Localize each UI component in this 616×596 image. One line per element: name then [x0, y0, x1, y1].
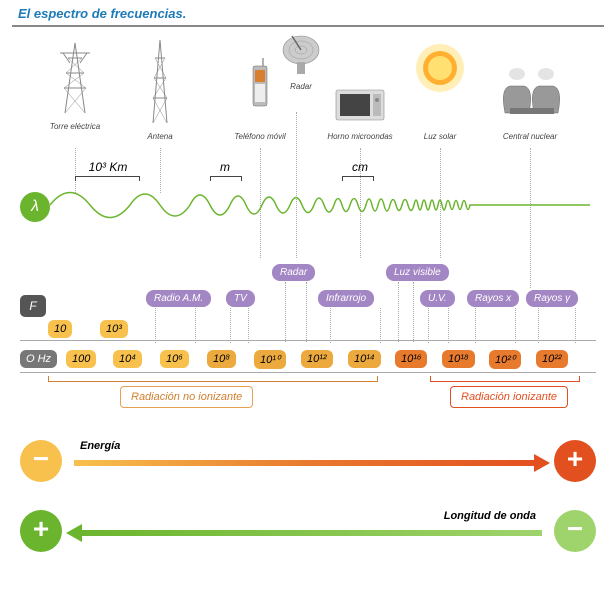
wavelength-gradient-row: + Longitud de onda − [20, 510, 596, 554]
sun-icon [410, 38, 470, 128]
guide-line [380, 308, 381, 343]
freq-mark-103: 10³ [100, 320, 128, 338]
tower-icon [55, 38, 95, 118]
freq-106: 10⁶ [160, 350, 189, 368]
bracket-ionizing [430, 376, 580, 382]
wavelength-km-label: 10³ Km [78, 160, 138, 174]
source-label: Torre eléctrica [50, 122, 100, 131]
guide-line [330, 308, 331, 343]
guide-line [538, 308, 539, 343]
radar-icon [278, 28, 324, 78]
energy-arrow-icon [534, 454, 550, 472]
guide-line [413, 282, 414, 342]
source-label: Antena [147, 132, 172, 141]
row-divider [20, 372, 596, 373]
source-label: Teléfono móvil [234, 132, 285, 141]
wavelength-plus-icon: + [20, 510, 62, 552]
freq-1014: 10¹⁴ [348, 350, 381, 368]
band-infrarrojo: Infrarrojo [318, 290, 374, 307]
bracket-non-ionizing [48, 376, 378, 382]
freq-1022: 10²² [536, 350, 568, 368]
guide-line [285, 282, 286, 342]
ionizing-label: Radiación ionizante [450, 386, 568, 408]
lambda-symbol: λ [20, 192, 50, 222]
band-radar: Radar [272, 264, 315, 281]
freq-1012: 10¹² [301, 350, 333, 368]
diagram-title: El espectro de frecuencias. [0, 0, 616, 25]
nuclear-icon [490, 38, 570, 128]
guide-line [155, 308, 156, 343]
freq-100: 100 [66, 350, 96, 368]
energy-gradient-row: − Energía + [20, 440, 596, 484]
energy-plus-icon: + [554, 440, 596, 482]
band-tv: TV [226, 290, 255, 307]
row-divider [20, 340, 596, 341]
source-label: Radar [290, 82, 312, 91]
wavelength-minus-icon: − [554, 510, 596, 552]
energy-bar [74, 460, 536, 466]
source-radar: Radar [276, 28, 326, 91]
freq-1010: 10¹⁰ [254, 350, 286, 369]
title-divider [12, 25, 604, 27]
energy-label: Energía [80, 440, 120, 452]
wavelength-label: Longitud de onda [444, 510, 536, 522]
phone-icon [245, 58, 275, 128]
source-label: Central nuclear [503, 132, 557, 141]
guide-line [448, 308, 449, 343]
guide-line [475, 308, 476, 343]
freq-1016: 10¹⁶ [395, 350, 427, 368]
band-luz-visible: Luz visible [386, 264, 449, 281]
microwave-icon [332, 86, 388, 128]
source-microwave: Horno microondas [320, 38, 400, 141]
guide-line [515, 308, 516, 343]
freq-1020: 10²⁰ [489, 350, 521, 369]
source-label: Horno microondas [327, 132, 392, 141]
freq-104: 10⁴ [113, 350, 142, 368]
wavelength-bar [80, 530, 542, 536]
sources-row: Torre eléctrica Antena Teléfono móvil Ra… [40, 38, 596, 158]
source-label: Luz solar [424, 132, 456, 141]
band-radio-am: Radio A.M. [146, 290, 211, 307]
energy-minus-icon: − [20, 440, 62, 482]
source-antenna: Antena [130, 38, 190, 141]
guide-line [398, 282, 399, 342]
wavelength-cm-label: cm [340, 160, 380, 174]
source-sunlight: Luz solar [410, 38, 470, 141]
non-ionizing-label: Radiación no ionizante [120, 386, 253, 408]
band-rayos-g: Rayos γ [526, 290, 578, 307]
freq-0hz: O Hz [20, 350, 57, 368]
guide-line [195, 308, 196, 343]
source-electric-tower: Torre eléctrica [40, 38, 110, 131]
band-rayos-x: Rayos x [467, 290, 519, 307]
guide-line [248, 308, 249, 343]
freq-1018: 10¹⁸ [442, 350, 475, 368]
frequency-symbol: F [20, 295, 46, 317]
guide-line [230, 308, 231, 343]
guide-line [306, 282, 307, 342]
guide-line [575, 308, 576, 343]
source-nuclear: Central nuclear [490, 38, 570, 141]
wavelength-m-label: m [205, 160, 245, 174]
antenna-icon [145, 38, 175, 128]
guide-line [428, 308, 429, 343]
freq-mark-10: 10 [48, 320, 72, 338]
band-uv: U.V. [420, 290, 455, 307]
wave-diagram [50, 175, 480, 235]
freq-108: 10⁸ [207, 350, 236, 368]
